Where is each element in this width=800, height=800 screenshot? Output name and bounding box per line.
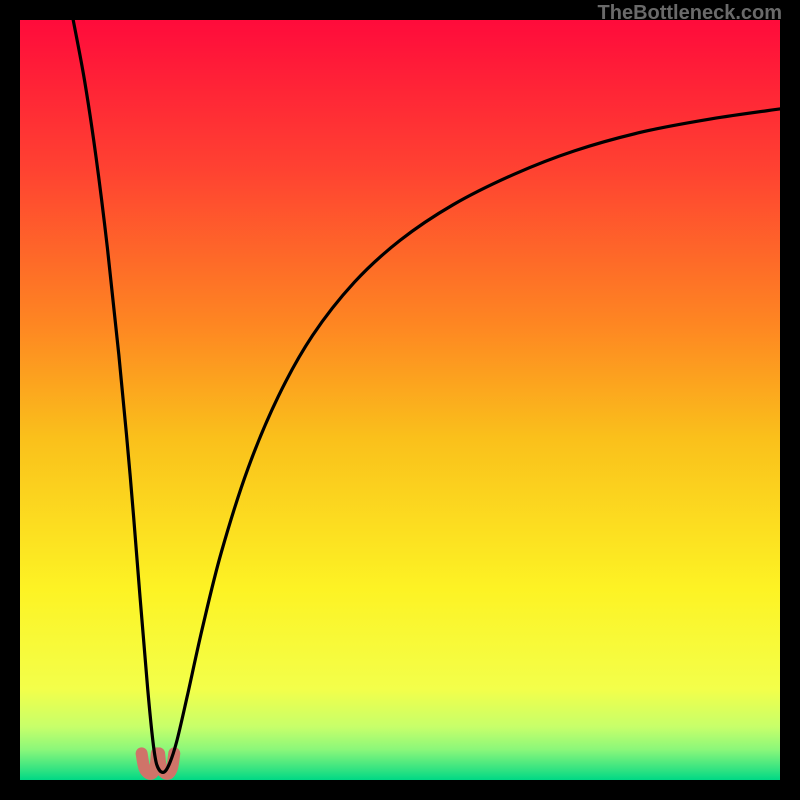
bottleneck-chart <box>20 20 780 780</box>
watermark-text: TheBottleneck.com <box>598 2 782 25</box>
chart-background <box>20 20 780 780</box>
chart-frame: TheBottleneck.com <box>0 0 800 800</box>
